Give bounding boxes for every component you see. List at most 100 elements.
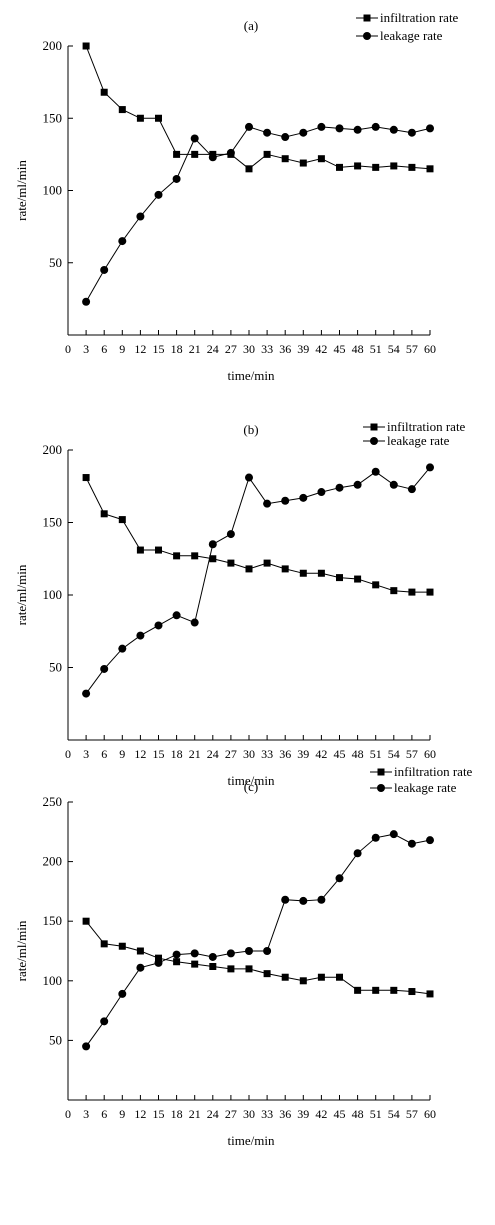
infiltration-point <box>336 163 343 171</box>
leakage-point <box>263 947 272 955</box>
x-tick-label: 60 <box>424 342 436 356</box>
legend-square-marker <box>363 14 371 22</box>
x-tick-label: 0 <box>65 342 71 356</box>
infiltration-point <box>173 150 181 158</box>
infiltration-point <box>299 977 307 985</box>
x-tick-label: 6 <box>101 747 107 761</box>
legend-label: leakage rate <box>394 780 457 795</box>
x-tick-label: 48 <box>352 747 364 761</box>
leakage-point <box>426 124 434 133</box>
x-tick-label: 57 <box>406 1107 418 1121</box>
x-tick-label: 48 <box>352 342 364 356</box>
x-tick-label: 45 <box>334 747 346 761</box>
series-line-infiltration <box>85 45 431 170</box>
x-tick-label: 33 <box>261 342 273 356</box>
infiltration-point <box>426 990 434 998</box>
infiltration-point <box>245 965 253 973</box>
leakage-point <box>118 237 127 246</box>
legend-circle-marker <box>363 32 371 40</box>
infiltration-point <box>209 962 217 970</box>
infiltration-point <box>263 150 271 158</box>
y-axis-label: rate/ml/min <box>14 564 29 625</box>
y-tick-label: 200 <box>43 442 63 457</box>
x-tick-label: 3 <box>83 342 89 356</box>
leakage-point <box>208 952 217 961</box>
x-tick-label: 24 <box>207 342 219 356</box>
x-tick-label: 3 <box>83 747 89 761</box>
x-tick-label: 51 <box>370 1107 382 1121</box>
x-tick-label: 18 <box>171 1107 183 1121</box>
infiltration-point <box>136 114 144 122</box>
leakage-point <box>371 122 380 131</box>
leakage-point <box>317 122 326 131</box>
x-tick-label: 33 <box>261 1107 273 1121</box>
y-tick-label: 50 <box>49 1032 62 1047</box>
infiltration-point <box>317 569 325 577</box>
leakage-point <box>317 895 326 904</box>
chart-panel-b: (b) 50 100 150 200 0 3 6 9 12 15 18 21 24 27 30 33 36 39 42… <box>0 405 495 800</box>
x-tick-label: 15 <box>153 342 165 356</box>
leakage-point <box>335 124 344 133</box>
x-tick-label: 57 <box>406 342 418 356</box>
series-line-infiltration <box>85 477 430 593</box>
leakage-point <box>281 895 290 904</box>
y-axis-label: rate/ml/min <box>14 160 29 221</box>
x-tick-label: 45 <box>334 1107 346 1121</box>
x-tick-label: 21 <box>189 1107 201 1121</box>
x-tick-label: 30 <box>243 1107 255 1121</box>
infiltration-point <box>372 581 380 589</box>
leakage-point <box>371 467 380 476</box>
legend-label: infiltration rate <box>394 765 473 779</box>
leakage-point <box>245 947 253 955</box>
leakage-point <box>172 174 181 183</box>
x-axis-label: time/min <box>228 368 275 383</box>
x-tick-label: 57 <box>406 747 418 761</box>
infiltration-point <box>408 163 416 171</box>
x-tick-label: 36 <box>279 1107 291 1121</box>
infiltration-point <box>245 565 253 573</box>
infiltration-point <box>281 973 289 981</box>
y-tick-label: 250 <box>43 794 63 809</box>
leakage-point <box>263 128 272 137</box>
x-tick-label: 39 <box>297 747 309 761</box>
x-tick-label: 42 <box>315 747 327 761</box>
leakage-point <box>317 488 326 497</box>
x-tick-label: 42 <box>315 1107 327 1121</box>
leakage-point <box>190 949 199 958</box>
leakage-point <box>407 128 416 137</box>
y-tick-label: 100 <box>43 587 63 602</box>
infiltration-point <box>191 960 199 968</box>
chart-title: (a) <box>244 18 258 33</box>
leakage-point <box>389 480 398 489</box>
x-tick-label: 9 <box>119 747 125 761</box>
leakage-point <box>118 989 127 998</box>
x-tick-label: 51 <box>370 747 382 761</box>
x-tick-label: 12 <box>134 1107 146 1121</box>
infiltration-point <box>118 516 126 524</box>
y-tick-label: 50 <box>49 255 62 270</box>
y-tick-label: 50 <box>49 660 62 675</box>
y-axis-label: rate/ml/min <box>14 920 29 981</box>
x-tick-label: 27 <box>225 747 237 761</box>
leakage-point <box>100 664 109 673</box>
infiltration-point <box>408 588 416 596</box>
x-tick-label: 21 <box>189 342 201 356</box>
infiltration-point <box>191 552 199 560</box>
x-tick-label: 60 <box>424 1107 436 1121</box>
legend-circle-marker <box>370 437 378 445</box>
leakage-point <box>172 611 181 620</box>
x-tick-label: 54 <box>388 342 400 356</box>
leakage-point <box>82 689 91 698</box>
leakage-point <box>299 493 308 502</box>
leakage-point <box>353 849 362 858</box>
x-tick-label: 60 <box>424 747 436 761</box>
x-tick-label: 0 <box>65 747 71 761</box>
infiltration-point <box>390 986 398 994</box>
x-tick-label: 39 <box>297 342 309 356</box>
legend-square-marker <box>377 768 385 776</box>
infiltration-point <box>82 474 90 482</box>
chart-panel-a: (a) 50 100 150 200 0 3 6 9 12 15 18 21 24 27 30 33 36 39 42… <box>0 0 495 390</box>
x-axis-label: time/min <box>228 1133 275 1148</box>
infiltration-point <box>317 973 325 981</box>
infiltration-point <box>263 559 271 567</box>
